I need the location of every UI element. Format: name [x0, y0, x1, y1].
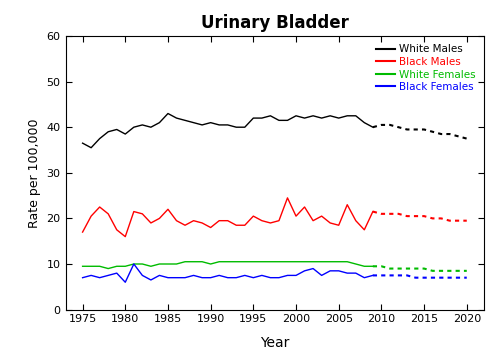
Title: Urinary Bladder: Urinary Bladder: [201, 14, 349, 32]
Legend: White Males, Black Males, White Females, Black Females: White Males, Black Males, White Females,…: [373, 41, 479, 95]
X-axis label: Year: Year: [260, 336, 289, 350]
Y-axis label: Rate per 100,000: Rate per 100,000: [28, 118, 41, 228]
